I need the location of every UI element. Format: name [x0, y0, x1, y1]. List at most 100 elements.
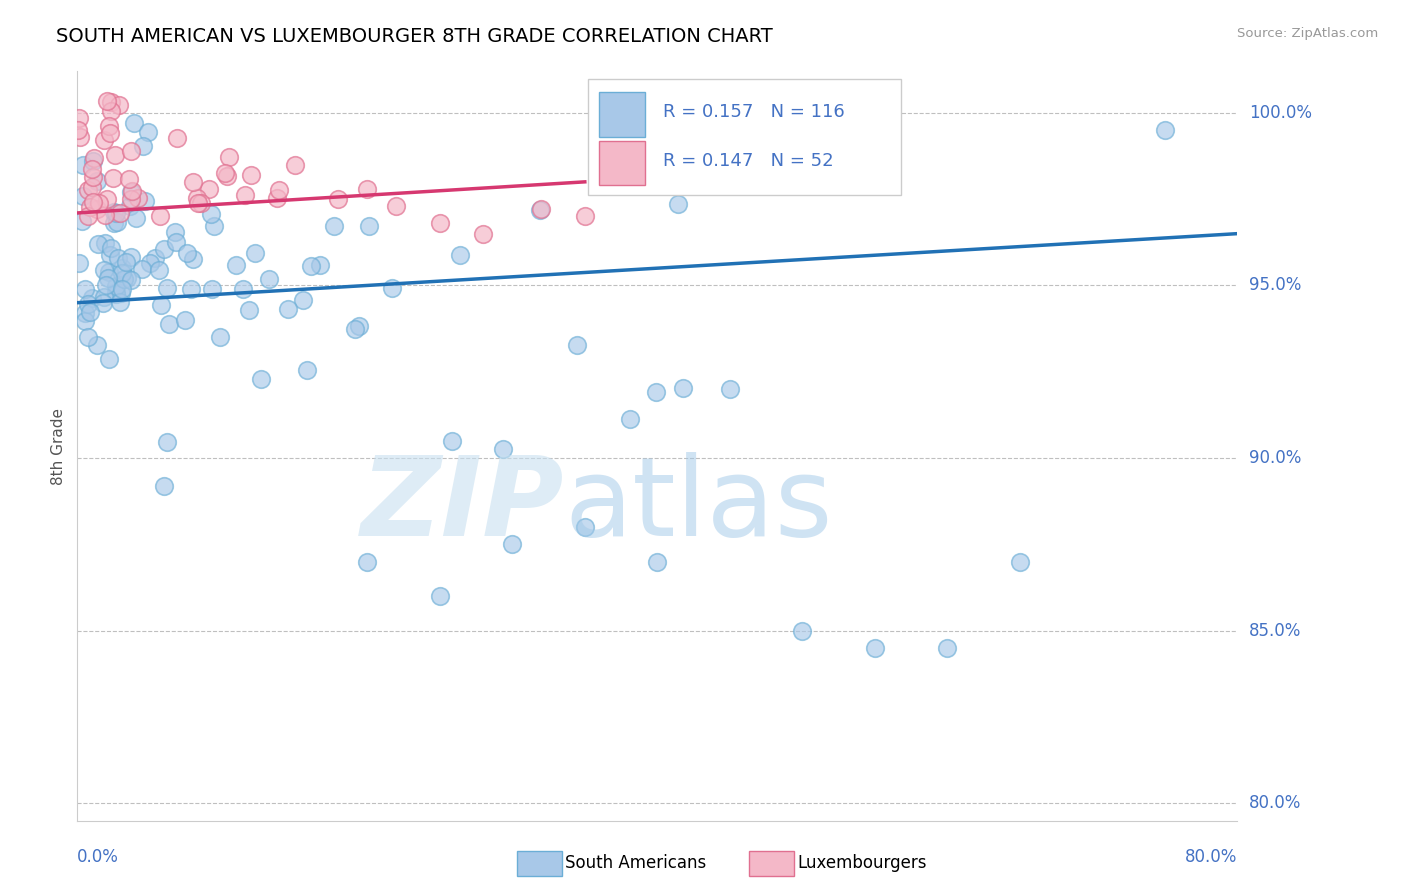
Point: [567, 338, 589, 352]
Text: 80.0%: 80.0%: [1249, 795, 1302, 813]
Point: [131, 262, 153, 277]
Point: [100, 241, 122, 255]
Point: [328, 192, 350, 206]
Point: [472, 227, 495, 241]
Text: SOUTH AMERICAN VS LUXEMBOURGER 8TH GRADE CORRELATION CHART: SOUTH AMERICAN VS LUXEMBOURGER 8TH GRADE…: [56, 27, 773, 45]
Point: [645, 384, 668, 399]
Point: [165, 225, 187, 239]
Point: [110, 286, 132, 301]
Point: [218, 150, 240, 164]
Point: [165, 235, 187, 249]
Point: [107, 251, 129, 265]
Point: [139, 256, 162, 270]
Point: [76, 297, 98, 311]
Text: 80.0%: 80.0%: [1185, 848, 1237, 866]
Text: Luxembourgers: Luxembourgers: [797, 855, 927, 872]
Point: [148, 263, 170, 277]
Point: [121, 184, 143, 198]
Text: 100.0%: 100.0%: [1249, 103, 1312, 122]
Point: [104, 286, 127, 301]
Text: 90.0%: 90.0%: [1249, 449, 1302, 467]
Point: [202, 219, 225, 234]
Point: [381, 280, 404, 294]
Point: [266, 191, 288, 205]
Point: [93, 133, 115, 147]
Point: [82, 170, 104, 185]
Point: [93, 263, 115, 277]
Point: [215, 169, 238, 184]
Point: [174, 313, 197, 327]
Point: [291, 293, 314, 307]
Point: [214, 166, 236, 180]
Point: [449, 248, 471, 262]
Text: R = 0.147   N = 52: R = 0.147 N = 52: [664, 153, 834, 170]
Point: [76, 183, 98, 197]
Point: [166, 130, 188, 145]
Point: [149, 298, 172, 312]
Point: [111, 282, 134, 296]
Point: [233, 188, 256, 202]
Point: [105, 206, 128, 220]
Point: [70, 214, 93, 228]
Point: [232, 282, 254, 296]
Point: [356, 555, 378, 569]
Point: [103, 216, 125, 230]
Point: [114, 255, 136, 269]
Point: [100, 95, 122, 109]
Point: [529, 203, 551, 218]
Point: [96, 94, 118, 108]
Text: Source: ZipAtlas.com: Source: ZipAtlas.com: [1237, 27, 1378, 40]
Point: [93, 290, 115, 304]
Point: [1008, 555, 1031, 569]
Point: [136, 125, 159, 139]
Point: [86, 338, 108, 352]
Point: [122, 116, 145, 130]
Point: [98, 248, 121, 262]
Point: [82, 162, 104, 177]
Point: [96, 193, 118, 207]
Point: [863, 640, 886, 655]
Point: [124, 211, 146, 226]
Point: [97, 271, 120, 285]
Point: [86, 202, 108, 216]
Text: 0.0%: 0.0%: [77, 848, 120, 866]
Point: [73, 282, 96, 296]
Point: [180, 282, 202, 296]
Point: [429, 589, 451, 603]
Point: [127, 190, 149, 204]
Point: [115, 270, 138, 285]
Point: [299, 260, 322, 274]
Point: [97, 352, 120, 367]
Point: [322, 219, 344, 233]
Point: [111, 266, 134, 280]
Point: [198, 182, 221, 196]
Point: [105, 279, 128, 293]
Point: [94, 235, 117, 250]
Point: [82, 153, 104, 168]
Point: [1153, 123, 1175, 137]
FancyBboxPatch shape: [599, 141, 644, 186]
Point: [105, 215, 128, 229]
Text: 95.0%: 95.0%: [1249, 277, 1302, 294]
Point: [73, 306, 96, 320]
Point: [67, 256, 90, 270]
Point: [250, 372, 273, 386]
Point: [83, 152, 105, 166]
Point: [277, 301, 299, 316]
Point: [143, 252, 166, 266]
Point: [201, 282, 224, 296]
Point: [156, 281, 179, 295]
Point: [91, 296, 114, 310]
Point: [77, 329, 100, 343]
Point: [356, 182, 378, 196]
Point: [347, 318, 370, 333]
Point: [619, 412, 641, 426]
Point: [359, 219, 381, 233]
Point: [574, 520, 596, 534]
Point: [159, 317, 181, 331]
Text: ZIP: ZIP: [361, 452, 565, 559]
Point: [243, 245, 266, 260]
Point: [190, 195, 212, 210]
Point: [501, 537, 523, 551]
Point: [79, 200, 101, 214]
